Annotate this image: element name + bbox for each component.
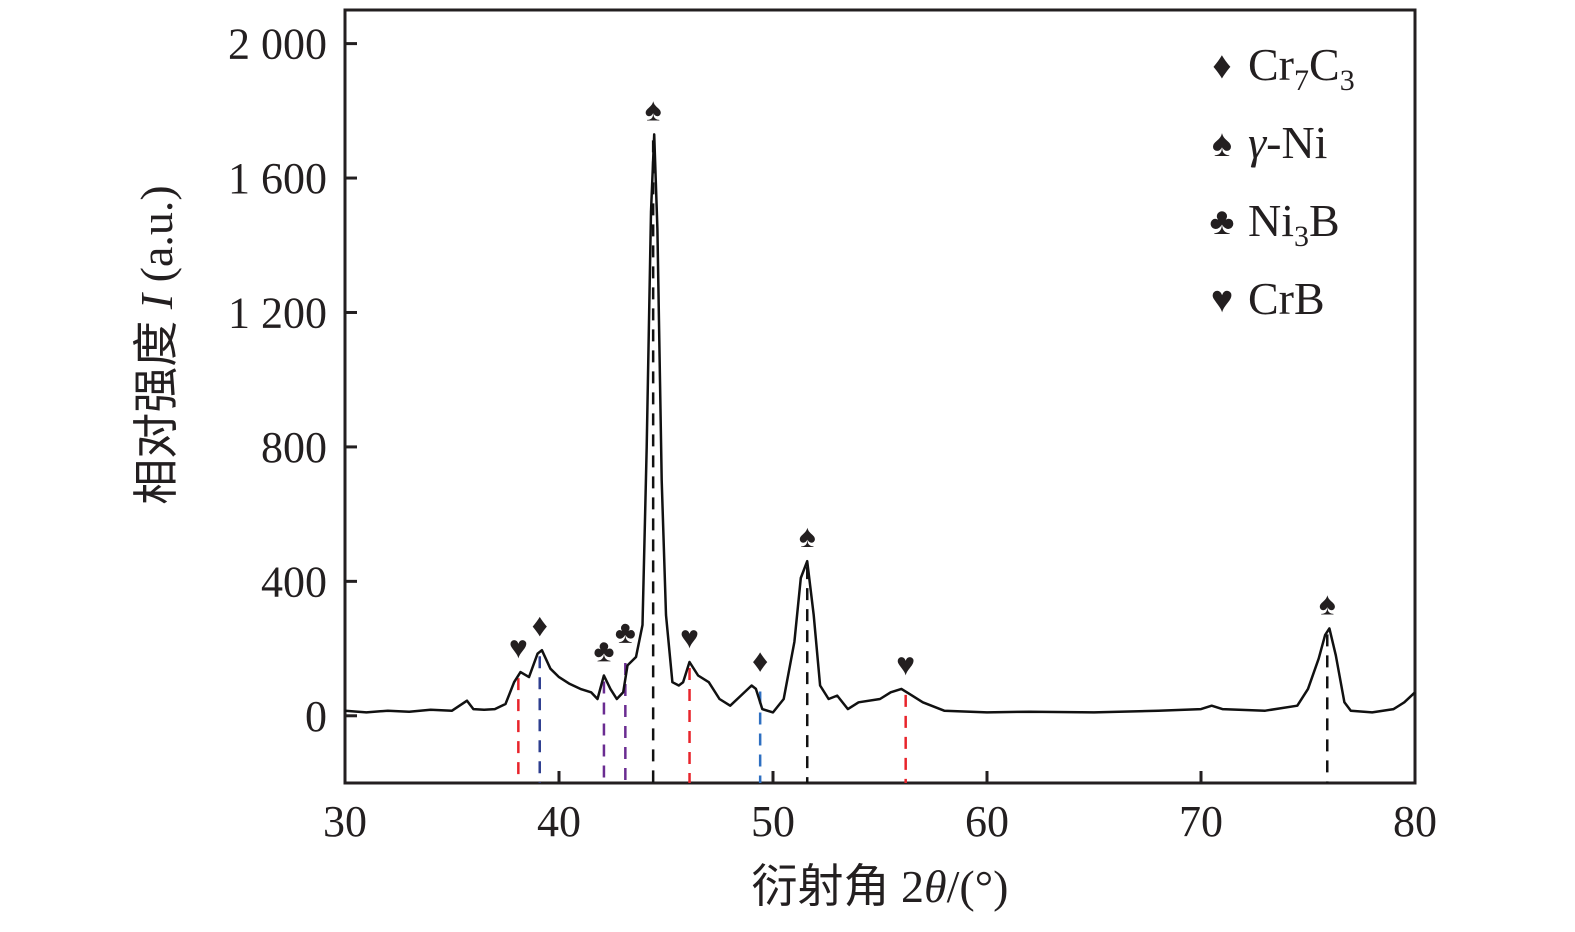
plot-frame	[343, 8, 1417, 785]
peak-markers: ♥♦♣♣♠♥♦♠♥♠	[509, 91, 1336, 682]
legend-label: Cr7C3	[1248, 39, 1355, 97]
legend-symbol-icon: ♥	[1211, 279, 1234, 321]
series-line	[344, 133, 1416, 714]
y-tick-label: 800	[261, 423, 327, 472]
y-tick-label: 1 600	[228, 154, 327, 203]
legend: ♦ Cr7C3 ♠ γ-Ni ♣ Ni3B ♥ CrB	[1210, 39, 1355, 324]
x-tick-label: 30	[323, 797, 367, 846]
legend-label: CrB	[1248, 273, 1325, 324]
peak-marker-icon: ♥	[509, 629, 528, 665]
y-axis-title: 相对强度 I (a.u.)	[131, 185, 182, 504]
y-axis-ticks: 0 400 800 1 200 1 600 2 000	[228, 20, 357, 741]
peak-marker-icon: ♣	[593, 632, 614, 668]
legend-symbol-icon: ♦	[1212, 45, 1231, 87]
peak-marker-icon: ♥	[680, 619, 699, 655]
peak-marker-icon: ♦	[532, 607, 548, 643]
x-tick-label: 70	[1179, 797, 1223, 846]
peak-marker-icon: ♥	[896, 646, 915, 682]
x-tick-label: 60	[965, 797, 1009, 846]
y-tick-label: 2 000	[228, 20, 327, 69]
legend-symbol-icon: ♠	[1212, 123, 1232, 165]
y-tick-label: 0	[305, 692, 327, 741]
legend-label: γ-Ni	[1248, 117, 1327, 168]
peak-marker-icon: ♣	[615, 614, 636, 650]
y-tick-label: 1 200	[228, 288, 327, 337]
legend-symbol-icon: ♣	[1210, 201, 1235, 243]
x-axis-ticks: 30 40 50 60 70 80	[323, 771, 1437, 846]
x-axis-title: 衍射角 2θ/(°)	[752, 861, 1009, 912]
x-tick-label: 40	[537, 797, 581, 846]
peak-marker-icon: ♠	[1319, 585, 1336, 621]
peak-droplines	[517, 140, 1329, 783]
y-tick-label: 400	[261, 557, 327, 606]
legend-label: Ni3B	[1248, 195, 1340, 253]
peak-marker-icon: ♠	[645, 91, 662, 127]
x-tick-label: 50	[751, 797, 795, 846]
x-tick-label: 80	[1393, 797, 1437, 846]
peak-marker-icon: ♦	[752, 643, 768, 679]
peak-marker-icon: ♠	[799, 518, 816, 554]
